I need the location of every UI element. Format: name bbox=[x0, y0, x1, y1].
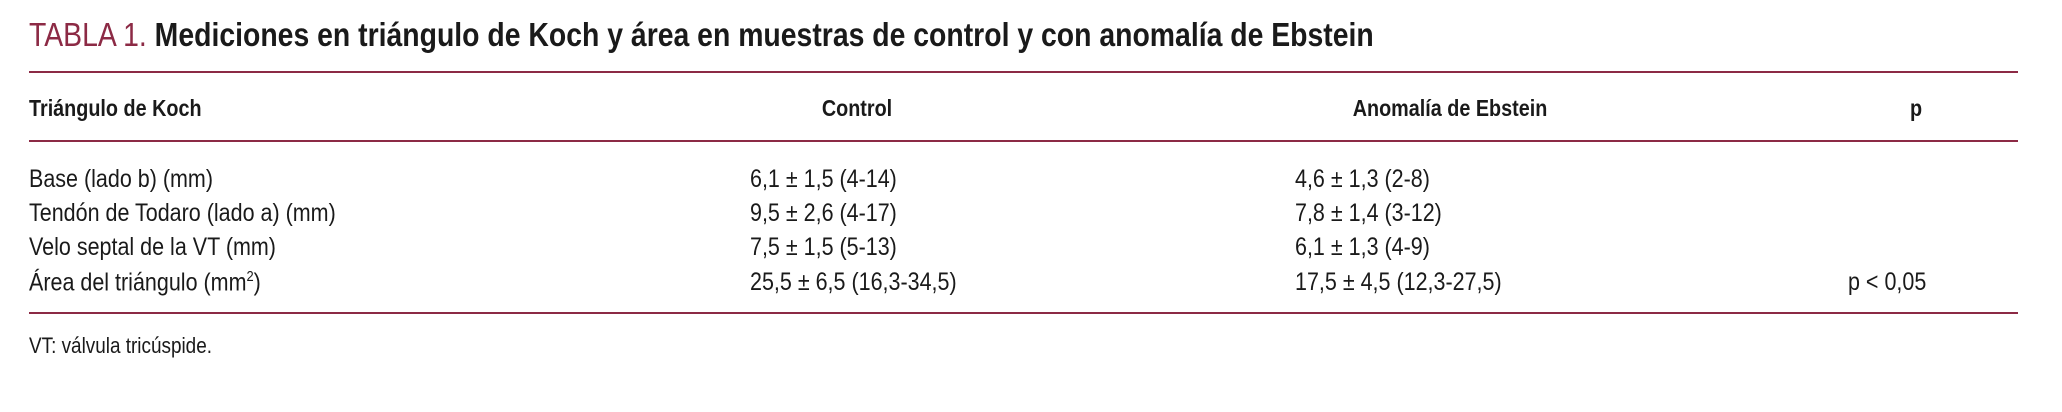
footnote: VT: válvula tricúspide. bbox=[29, 333, 212, 358]
row-label-text: Área del triángulo (mm bbox=[29, 268, 247, 297]
row-label-text: Velo septal de la VT (mm) bbox=[29, 233, 276, 261]
table-title: TABLA 1. Mediciones en triángulo de Koch… bbox=[29, 16, 1374, 54]
control-value: 9,5 ± 2,6 (4-17) bbox=[750, 199, 897, 227]
header-p: p bbox=[1909, 95, 1923, 121]
p-value: p < 0,05 bbox=[1848, 268, 1927, 296]
header-koch: Triángulo de Koch bbox=[29, 95, 202, 121]
row-label: Base (lado b) (mm) bbox=[29, 165, 213, 194]
ebstein-value: 6,1 ± 1,3 (4-9) bbox=[1295, 233, 1430, 261]
row-label: Tendón de Todaro (lado a) (mm) bbox=[29, 199, 336, 228]
row-label: Área del triángulo (mm2) bbox=[29, 268, 261, 297]
row-label-end: ) bbox=[253, 268, 261, 297]
bottom-rule bbox=[29, 312, 2018, 314]
control-value: 7,5 ± 1,5 (5-13) bbox=[750, 233, 897, 261]
row-label-text: Base (lado b) (mm) bbox=[29, 165, 213, 193]
control-value: 6,1 ± 1,5 (4-14) bbox=[750, 165, 897, 193]
ebstein-value: 17,5 ± 4,5 (12,3-27,5) bbox=[1295, 268, 1502, 296]
table-caption: Mediciones en triángulo de Koch y área e… bbox=[154, 16, 1374, 53]
table-number: TABLA 1. bbox=[29, 16, 147, 53]
row-label: Velo septal de la VT (mm) bbox=[29, 233, 276, 262]
ebstein-value: 4,6 ± 1,3 (2-8) bbox=[1295, 165, 1430, 193]
header-control: Control bbox=[821, 95, 893, 121]
ebstein-value: 7,8 ± 1,4 (3-12) bbox=[1295, 199, 1442, 227]
header-rule bbox=[29, 140, 2018, 142]
header-ebstein: Anomalía de Ebstein bbox=[1352, 95, 1548, 121]
row-label-text: Tendón de Todaro (lado a) (mm) bbox=[29, 199, 336, 227]
superscript: 2 bbox=[246, 268, 254, 285]
top-rule bbox=[29, 71, 2018, 73]
control-value: 25,5 ± 6,5 (16,3-34,5) bbox=[750, 268, 957, 296]
